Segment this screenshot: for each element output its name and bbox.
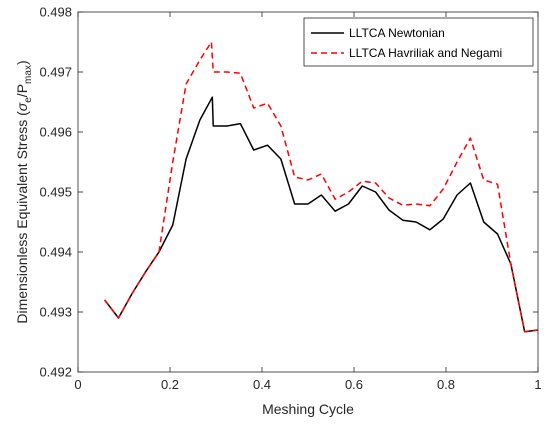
x-tick-label: 0	[74, 377, 81, 392]
series-line-0	[104, 96, 539, 333]
legend: LLTCA Newtonian LLTCA Havriliak and Nega…	[303, 17, 534, 67]
y-tick-label: 0.498	[39, 5, 72, 20]
y-tick-label: 0.494	[39, 245, 72, 260]
x-tick-label: 0.2	[161, 377, 179, 392]
legend-label-newtonian: LLTCA Newtonian	[349, 26, 445, 40]
y-tick-label: 0.495	[39, 185, 72, 200]
x-tick-label: 0.8	[437, 377, 455, 392]
legend-box	[303, 17, 534, 67]
legend-label-havriliak-negami: LLTCA Havriliak and Negami	[349, 46, 502, 60]
y-tick-label: 0.497	[39, 65, 72, 80]
chart-marks	[104, 41, 539, 333]
y-tick-label: 0.493	[39, 305, 72, 320]
x-tick-label: 0.6	[345, 377, 363, 392]
series-line-1	[104, 41, 539, 333]
y-tick-label: 0.492	[39, 365, 72, 380]
x-tick-label: 0.4	[253, 377, 271, 392]
y-tick-label: 0.496	[39, 125, 72, 140]
x-axis-label: Meshing Cycle	[262, 401, 354, 417]
y-axis-label: Dimensionless Equivalent Stress (σe/Pmax…	[14, 60, 34, 323]
chart-ticks: 0 0.2 0.4 0.6 0.8 1 0.492 0.493 0.494 0.495 0.496 0…	[39, 5, 541, 393]
x-tick-label: 1	[534, 377, 541, 392]
